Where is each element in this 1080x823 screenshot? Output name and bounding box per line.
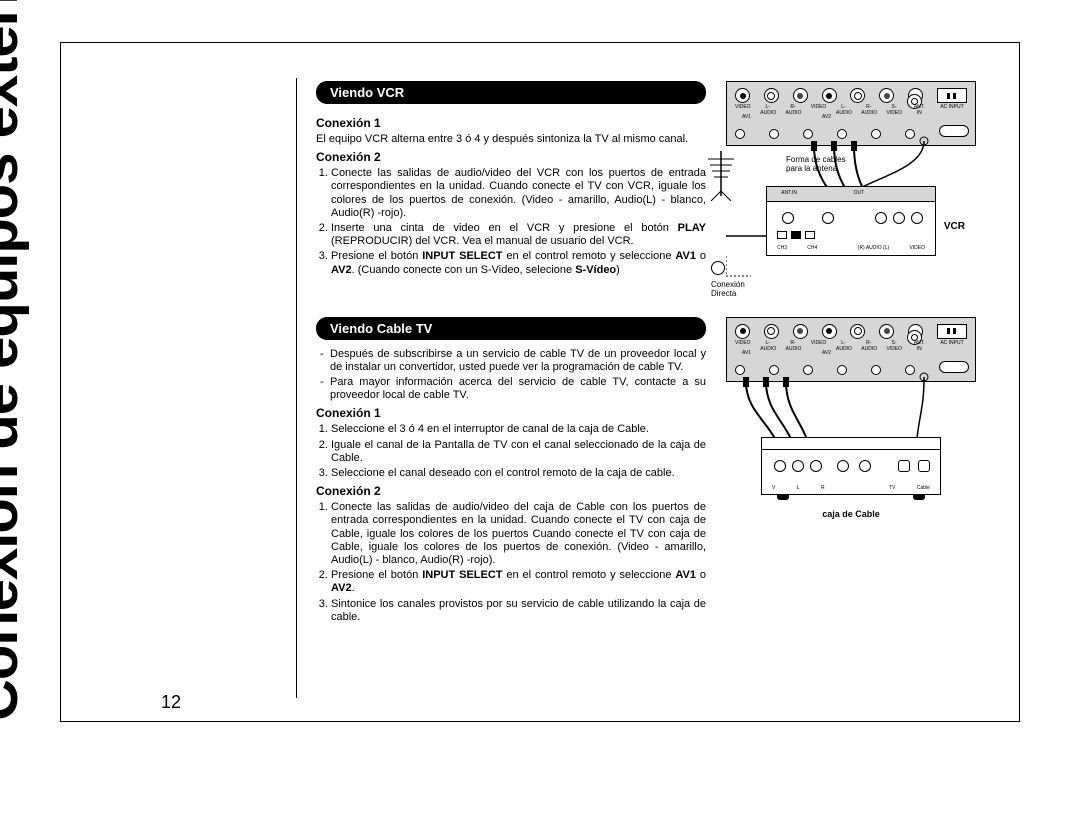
list-item: Inserte una cinta de video en el VCR y p… [331, 222, 706, 248]
section-viendo-cable: Viendo Cable TV Después de subscribirse … [316, 317, 996, 624]
subheading-conexion1: Conexión 1 [316, 406, 706, 420]
ordered-list: Conecte las salidas de audio/video del c… [316, 501, 706, 624]
diagram-vcr-connection: VIDEO L-AUDIO R-AUDIO VIDEO L-AUDIO R-AU… [726, 81, 976, 256]
port-audio-l-av2 [850, 88, 865, 103]
cable-box-device: VLRTVCable [761, 437, 941, 495]
list-item: Para mayor información acerca del servic… [316, 376, 706, 402]
port-video-av1 [735, 88, 750, 103]
vertical-divider [296, 78, 297, 698]
port-audio-r-av2 [879, 88, 894, 103]
port-audio-l-av1 [764, 88, 779, 103]
subheading-conexion2: Conexión 2 [316, 150, 706, 164]
list-item: Conecte las salidas de audio/video del c… [331, 501, 706, 567]
antenna-icon [706, 151, 736, 203]
intro-list: Después de subscribirse a un servicio de… [316, 348, 706, 403]
list-item: Presione el botón INPUT SELECT en el con… [331, 250, 706, 276]
list-item: Presione el botón INPUT SELECT en el con… [331, 569, 706, 595]
content-area: Viendo VCR Conexión 1 El equipo VCR alte… [316, 81, 996, 652]
port-video-av1 [735, 324, 750, 339]
port-audio-r-av2 [879, 324, 894, 339]
port-audio-r-av1 [793, 88, 808, 103]
port-video-av2 [822, 324, 837, 339]
ordered-list: Seleccione el 3 ó 4 en el interruptor de… [316, 423, 706, 480]
tv-rear-panel: VIDEO L-AUDIO R-AUDIO VIDEO L-AUDIO R-AU… [726, 317, 976, 382]
diagram-cable-connection: VIDEO L-AUDIO R-AUDIO VIDEO L-AUDIO R-AU… [726, 317, 976, 519]
tv-rear-panel: VIDEO L-AUDIO R-AUDIO VIDEO L-AUDIO R-AU… [726, 81, 976, 146]
port-audio-r-av1 [793, 324, 808, 339]
direct-connection-port [711, 261, 725, 275]
section-viendo-vcr: Viendo VCR Conexión 1 El equipo VCR alte… [316, 81, 996, 277]
page-number: 12 [161, 692, 181, 713]
subheading-conexion1: Conexión 1 [316, 116, 706, 130]
list-item: Después de subscribirse a un servicio de… [316, 348, 706, 374]
list-item: Iguale el canal de la Pantalla de TV con… [331, 439, 706, 465]
subheading-conexion2: Conexión 2 [316, 484, 706, 498]
heading-pill-cable: Viendo Cable TV [316, 317, 706, 340]
list-item: Seleccione el canal deseado con el contr… [331, 467, 706, 480]
port-audio-l-av1 [764, 324, 779, 339]
page-frame: Conexión de equipos externos 12 Viendo V… [60, 42, 1020, 722]
text-column-vcr: Conexión 1 El equipo VCR alterna entre 3… [316, 116, 706, 277]
vcr-device: ANT.INOUT [766, 186, 936, 256]
list-item: Seleccione el 3 ó 4 en el interruptor de… [331, 423, 706, 436]
paragraph: El equipo VCR alterna entre 3 ó 4 y desp… [316, 133, 706, 146]
list-item: Sintonice los canales provistos por su s… [331, 598, 706, 624]
direct-connection-label: Conexión Directa [711, 281, 745, 299]
port-ac-input [937, 88, 967, 103]
cable-box-caption: caja de Cable [761, 509, 941, 519]
port-video-av2 [822, 88, 837, 103]
port-audio-l-av2 [850, 324, 865, 339]
port-ac-input [937, 324, 967, 339]
vcr-label: VCR [944, 221, 965, 232]
sidebar-title: Conexión de equipos externos [0, 0, 31, 721]
heading-pill-vcr: Viendo VCR [316, 81, 706, 104]
ordered-list: Conecte las salidas de audio/video del V… [316, 167, 706, 277]
list-item: Conecte las salidas de audio/video del V… [331, 167, 706, 220]
antenna-cable-label: Forma de cables para la antena [786, 156, 846, 174]
text-column-cable: Después de subscribirse a un servicio de… [316, 348, 706, 624]
